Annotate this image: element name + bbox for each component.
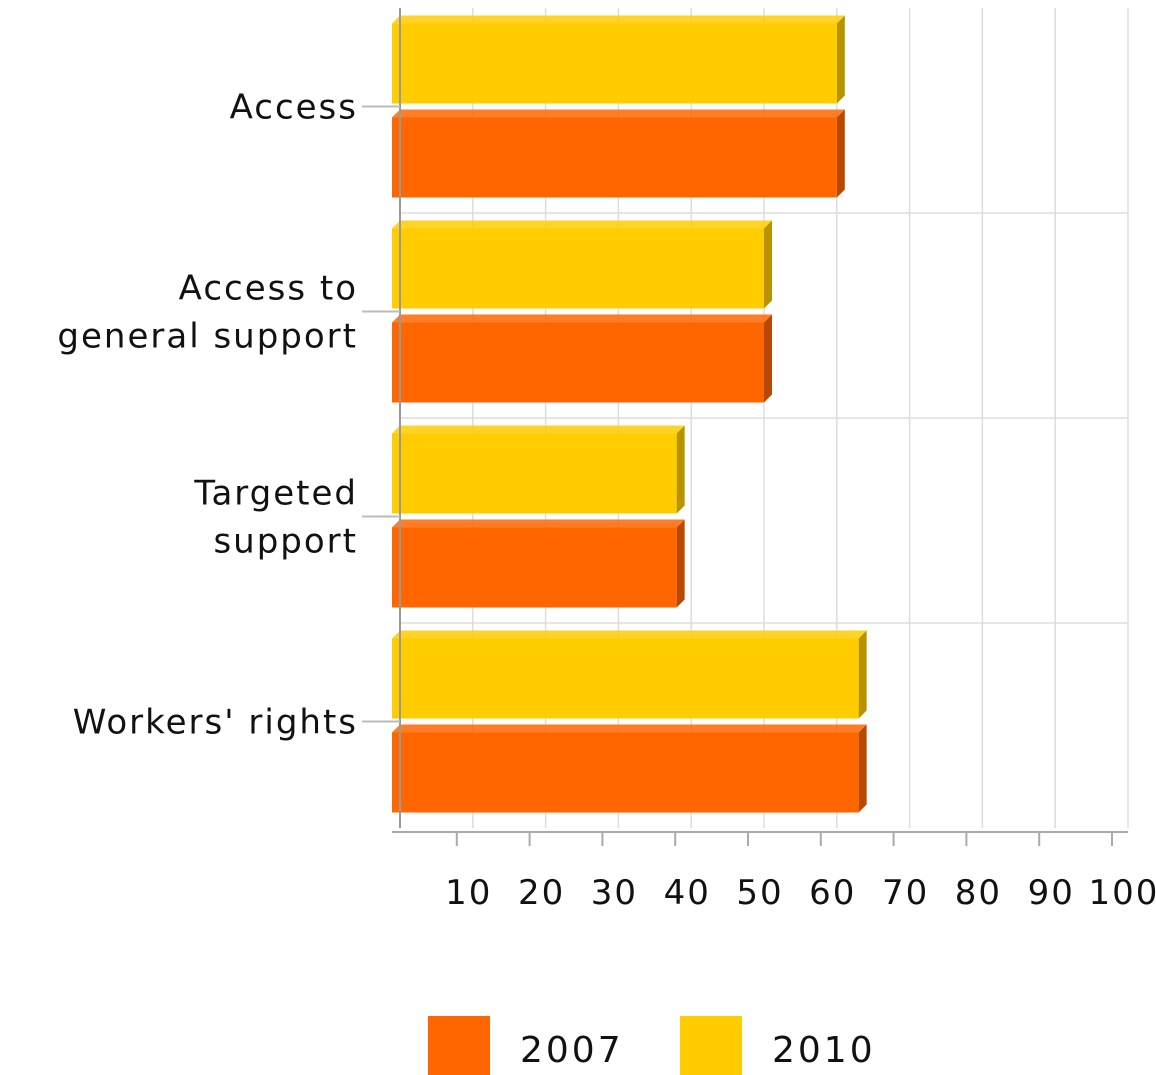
x-tick-label-60: 60 (809, 873, 856, 913)
legend-swatch-2007 (428, 1016, 490, 1075)
x-tick-label-90: 90 (1028, 873, 1075, 913)
bar-targeted-support-2010 (392, 425, 685, 514)
category-label-access: Access (230, 88, 358, 128)
axes (362, 8, 1128, 846)
x-tick-label-50: 50 (736, 873, 783, 913)
bar-access-2007 (392, 109, 845, 198)
bar-access-2010 (392, 15, 845, 104)
legend-label-2007: 2007 (520, 1030, 624, 1071)
x-tick-label-30: 30 (591, 873, 638, 913)
bars (392, 15, 867, 813)
category-label-workers-rights: Workers' rights (73, 703, 358, 743)
category-label-access-to-general-support: Access to general support (57, 269, 358, 357)
x-tick-label-40: 40 (664, 873, 711, 913)
category-labels: Access Access to general support Targeted su… (57, 88, 358, 743)
x-tick-label-70: 70 (882, 873, 929, 913)
bar-workers-rights-2007 (392, 724, 867, 813)
bar-targeted-support-2007 (392, 519, 685, 608)
bar-access-to-general-support-2007 (392, 314, 772, 403)
x-tick-label-80: 80 (955, 873, 1002, 913)
x-tick-labels: 10 20 30 40 50 60 70 80 90 100 (445, 873, 1156, 913)
bar-access-to-general-support-2010 (392, 220, 772, 309)
category-label-targeted-support: Targeted support (193, 474, 358, 562)
legend-swatch-2010 (680, 1016, 742, 1075)
x-tick-label-20: 20 (518, 873, 565, 913)
legend: 2007 2010 (428, 1016, 876, 1075)
x-tick-label-10: 10 (445, 873, 492, 913)
bar-workers-rights-2010 (392, 630, 867, 719)
legend-item-2007: 2007 (428, 1016, 624, 1075)
legend-item-2010: 2010 (680, 1016, 876, 1075)
legend-label-2010: 2010 (772, 1030, 876, 1071)
x-tick-label-100: 100 (1089, 873, 1156, 913)
